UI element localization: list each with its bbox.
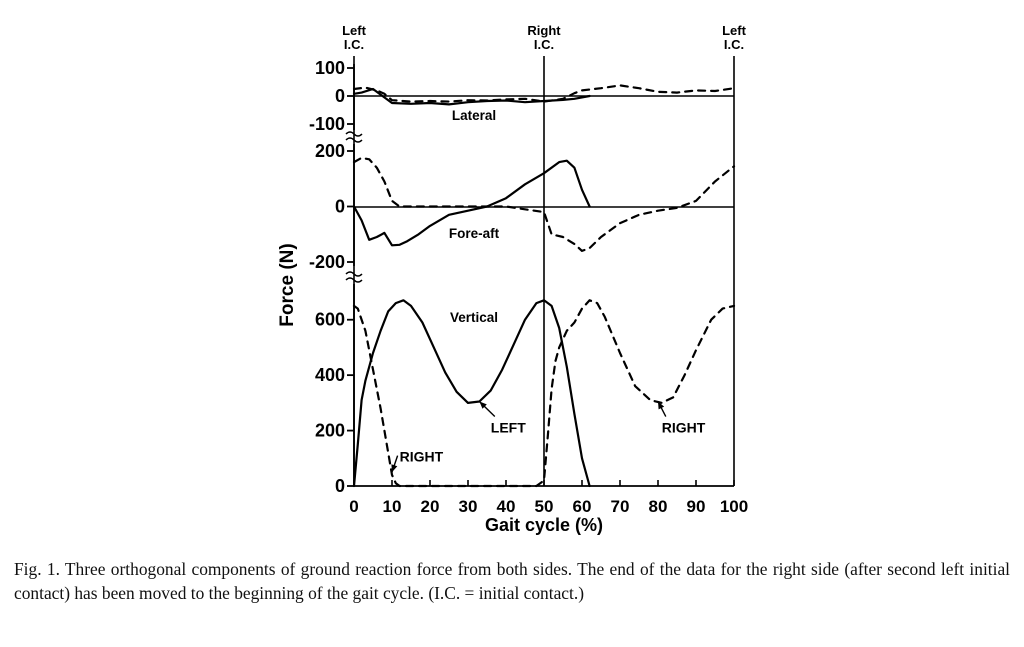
x-tick-label-0: 0 (349, 497, 358, 516)
x-tick-label-2: 20 (421, 497, 440, 516)
y-tick-label-lateral-0: 100 (315, 58, 345, 78)
x-axis-label: Gait cycle (%) (485, 515, 603, 535)
x-tick-label-10: 100 (720, 497, 748, 516)
x-tick-label-6: 60 (573, 497, 592, 516)
x-tick-label-4: 40 (497, 497, 516, 516)
x-tick-label-5: 50 (535, 497, 554, 516)
series-lines (352, 84, 736, 488)
annotations: Lateral Fore-aft Vertical RIGHT LEFT RIGHT (391, 108, 706, 473)
y-tick-label-fore-aft-2: -200 (309, 252, 345, 272)
event-label-0-0: Left (342, 23, 367, 38)
event-label-2-1: I.C. (724, 37, 744, 52)
panel-label-fore-aft: Fore-aft (449, 226, 500, 241)
series-lateral-left (352, 87, 591, 106)
series-fore-aft-right (352, 156, 736, 252)
annotation-arrowhead-1 (479, 401, 487, 409)
x-axis: 0 10 20 30 40 50 60 70 80 90 100 (349, 480, 748, 516)
series-vertical-right (352, 299, 736, 488)
axis-break-mark-0-1 (345, 137, 363, 143)
axis-break-mark-0-0 (345, 131, 363, 137)
annotation-1: LEFT (491, 420, 526, 436)
axis-break-mark-1-0 (345, 271, 363, 277)
panel-label-vertical: Vertical (450, 310, 498, 325)
annotation-0: RIGHT (400, 449, 444, 465)
annotation-arrowhead-0 (391, 464, 398, 473)
y-tick-label-vertical-1: 400 (315, 365, 345, 385)
figure-caption: Fig. 1. Three orthogonal components of g… (14, 559, 1010, 603)
y-tick-label-vertical-2: 200 (315, 421, 345, 441)
event-label-0-1: I.C. (344, 37, 364, 52)
axis-break-mark-1-1 (345, 277, 363, 283)
x-tick-label-7: 70 (611, 497, 630, 516)
x-tick-label-3: 30 (459, 497, 478, 516)
series-fore-aft-left (352, 159, 591, 247)
y-axis: 100 0 -100 200 0 -200 600 400 200 0 (309, 58, 363, 496)
y-tick-label-lateral-1: 0 (335, 86, 345, 106)
annotation-2: RIGHT (662, 420, 706, 436)
x-tick-label-1: 10 (383, 497, 402, 516)
annotation-arrowhead-2 (658, 401, 665, 410)
event-label-1-0: Right (527, 23, 561, 38)
panel-label-lateral: Lateral (452, 108, 496, 123)
y-tick-label-fore-aft-1: 0 (335, 197, 345, 217)
y-tick-label-fore-aft-0: 200 (315, 141, 345, 161)
series-lateral-right (352, 84, 736, 103)
event-label-1-1: I.C. (534, 37, 554, 52)
y-tick-label-vertical-0: 600 (315, 310, 345, 330)
y-tick-label-vertical-3: 0 (335, 476, 345, 496)
series-vertical-left (352, 299, 591, 488)
event-label-2-0: Left (722, 23, 747, 38)
y-tick-label-lateral-2: -100 (309, 114, 345, 134)
x-tick-label-8: 80 (649, 497, 668, 516)
x-tick-label-9: 90 (687, 497, 706, 516)
y-axis-label: Force (N) (277, 243, 298, 326)
